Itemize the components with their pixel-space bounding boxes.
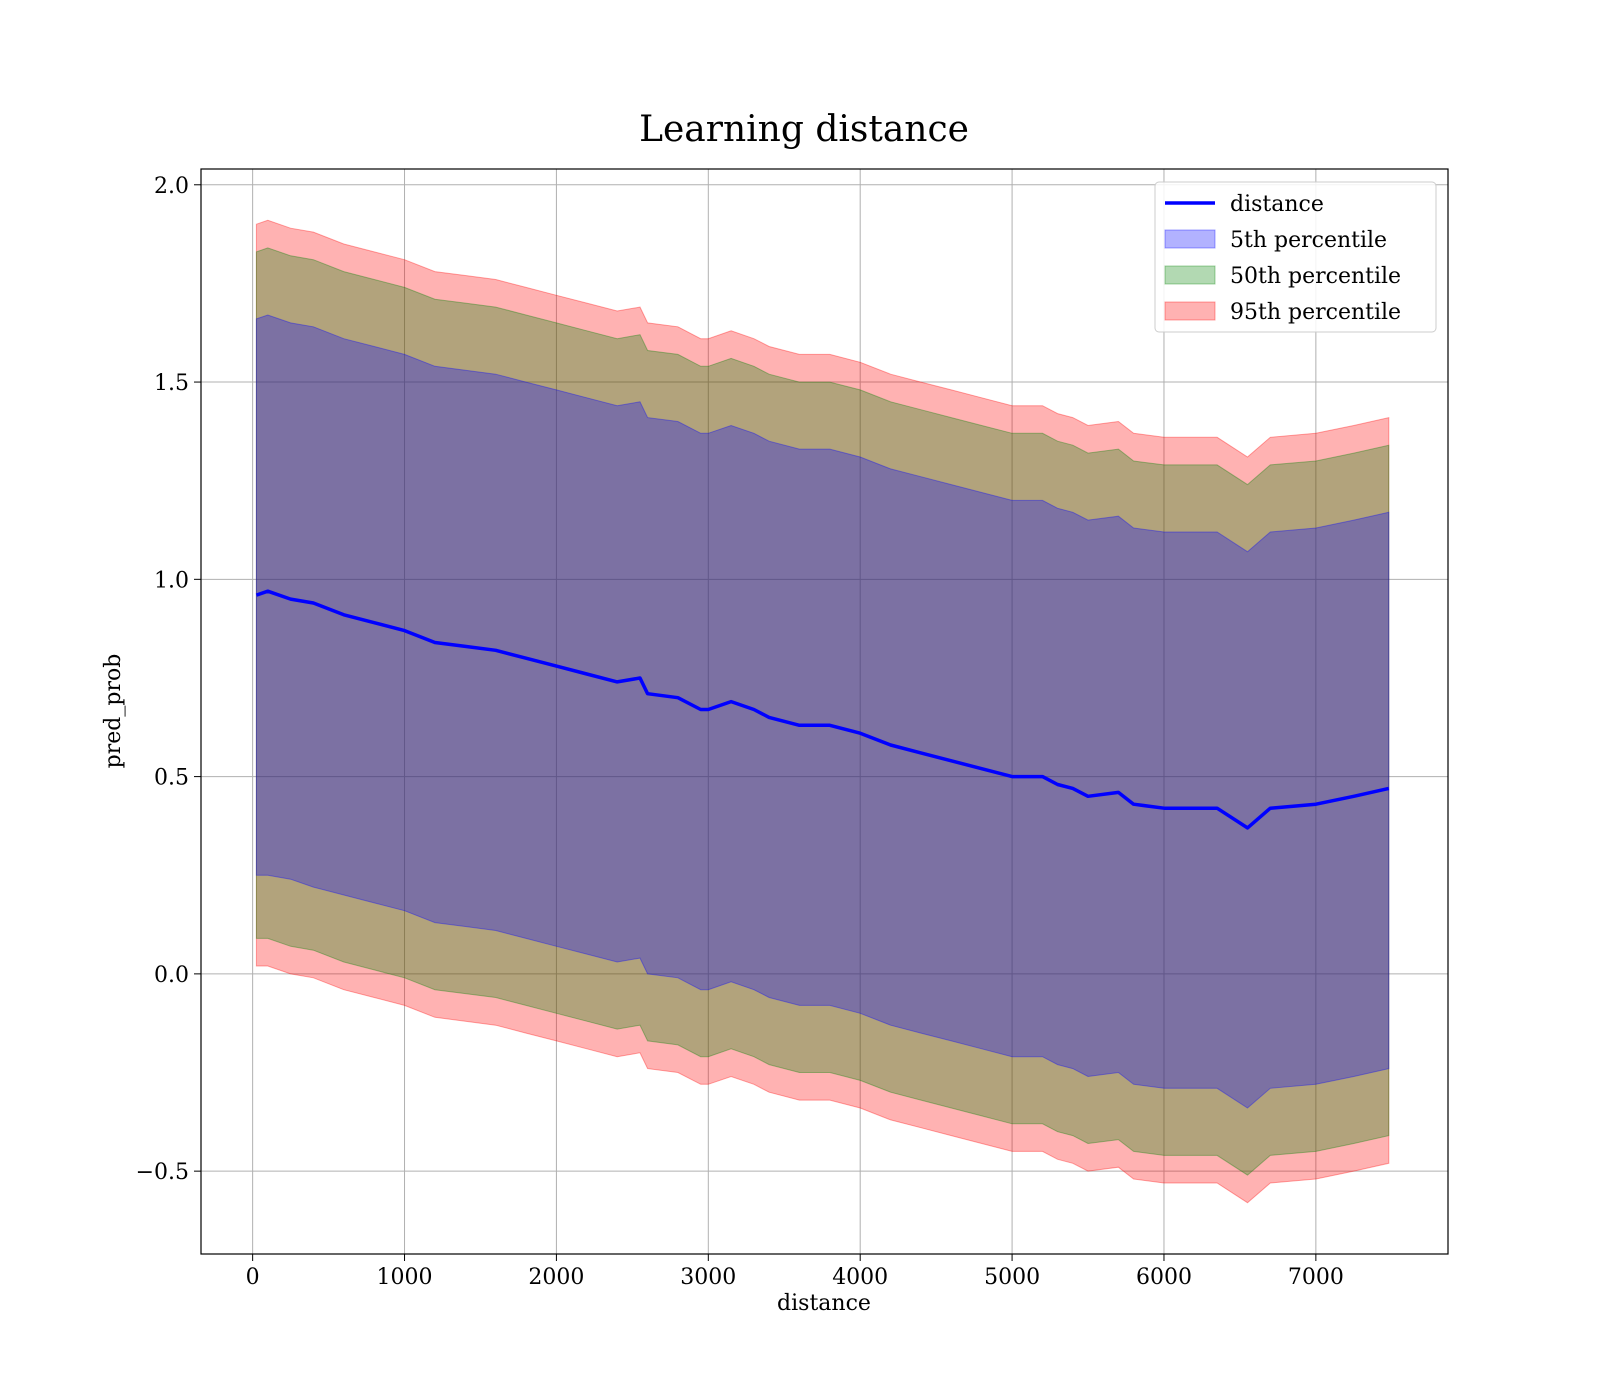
band-5th-percentile xyxy=(255,314,1390,1109)
lines-layer xyxy=(255,589,1390,830)
band-95th-percentile xyxy=(255,219,1390,1204)
legend-entry: distance xyxy=(1165,192,1324,217)
y-tick-label: 0.5 xyxy=(154,766,189,791)
legend-box xyxy=(1154,181,1437,333)
legend-area-swatch xyxy=(1164,229,1216,249)
x-tick-label: 0 xyxy=(246,1265,260,1290)
bands-layer xyxy=(255,219,1390,1204)
legend-area-swatch xyxy=(1164,265,1216,285)
x-axis-label: distance xyxy=(777,1291,871,1316)
legend-entry: 50th percentile xyxy=(1164,264,1401,289)
x-tick-label: 4000 xyxy=(832,1265,888,1290)
x-tick-label: 6000 xyxy=(1136,1265,1192,1290)
legend-label: 5th percentile xyxy=(1230,228,1387,253)
x-tick-label: 3000 xyxy=(680,1265,736,1290)
ticks-layer: 0 1000 2000 3000 4000 5000 6000 7000 −0.5 0.0 0.5 1… xyxy=(136,174,1344,1290)
y-axis-label: pred_prob xyxy=(101,654,126,769)
legend-entry: 5th percentile xyxy=(1164,228,1387,253)
legend-label: 95th percentile xyxy=(1230,300,1401,325)
x-tick-label: 5000 xyxy=(984,1265,1040,1290)
legend-label: 50th percentile xyxy=(1230,264,1401,289)
y-tick-label: 1.5 xyxy=(154,371,189,396)
plot-frame xyxy=(200,168,1449,1255)
x-tick-label: 1000 xyxy=(377,1265,433,1290)
y-tick-label: −0.5 xyxy=(136,1160,189,1185)
legend-area-swatch xyxy=(1164,301,1216,321)
band-50th-percentile xyxy=(255,247,1390,1176)
chart-title: Learning distance xyxy=(639,109,969,150)
y-tick-label: 2.0 xyxy=(154,174,189,199)
y-tick-label: 0.0 xyxy=(154,963,189,988)
y-tick-label: 1.0 xyxy=(154,568,189,593)
legend-label: distance xyxy=(1230,192,1324,217)
x-tick-label: 7000 xyxy=(1288,1265,1344,1290)
legend-entry: 95th percentile xyxy=(1164,300,1401,325)
legend: distance 5th percentile 50th percentile 95t… xyxy=(1154,181,1437,333)
line-distance xyxy=(255,589,1390,830)
x-tick-label: 2000 xyxy=(528,1265,584,1290)
